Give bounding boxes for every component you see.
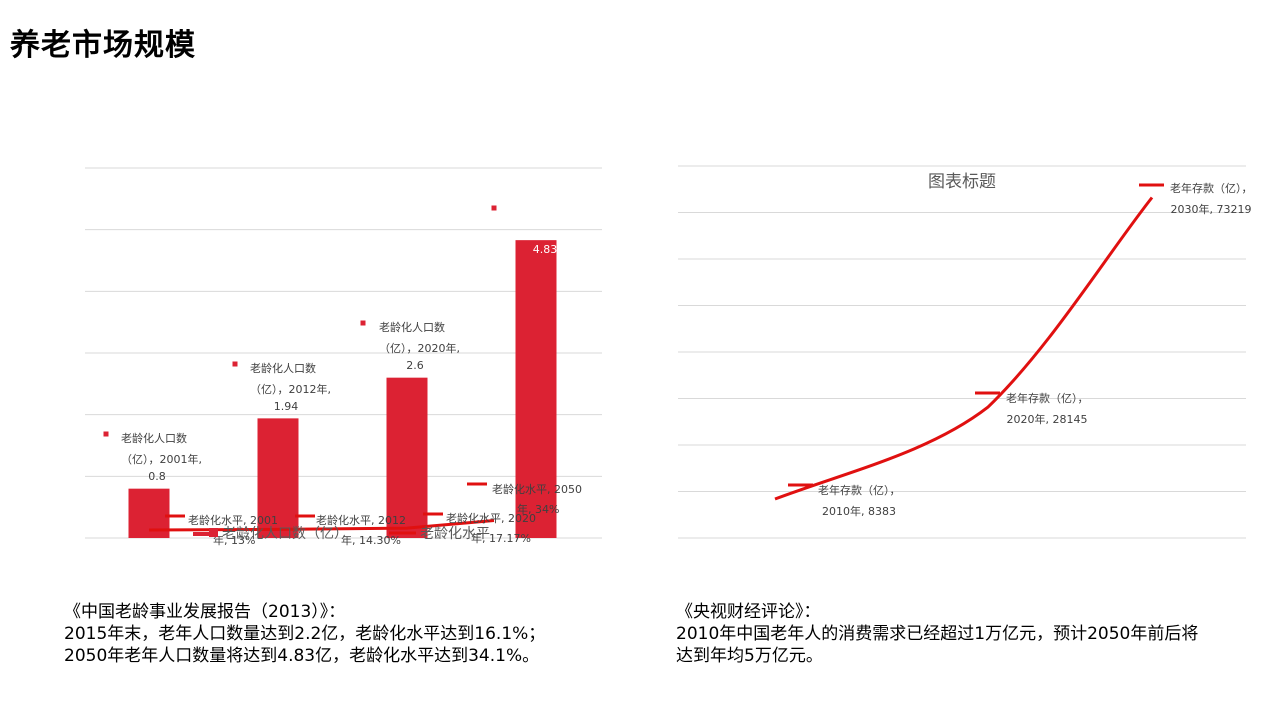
line-data-label: 老龄化水平, 2012	[316, 513, 406, 527]
right-caption-line: 2010年中国老年人的消费需求已经超过1万亿元，预计2050年前后将	[676, 624, 1199, 644]
data-label-marker	[103, 431, 109, 437]
left-caption-line: 《中国老龄事业发展报告（2013）》：	[64, 602, 346, 622]
line-data-label: 年, 34%	[517, 502, 559, 516]
right-caption-line: 达到年均5万亿元。	[676, 646, 823, 666]
right-caption-line: 《央视财经评论》：	[676, 602, 821, 622]
line-data-label: 年, 17.17%	[471, 531, 531, 545]
point-data-label: 老年存款（亿），	[818, 483, 901, 497]
left-caption-line: 2015年末，老年人口数量达到2.2亿，老龄化水平达到16.1%；	[64, 624, 546, 644]
bar	[257, 418, 299, 538]
legend-label: 老龄化水平	[420, 526, 490, 542]
point-data-label: 老年存款（亿），	[1006, 391, 1089, 405]
left-caption-line: 2050年老年人口数量将达到4.83亿，老龄化水平达到34.1%。	[64, 646, 540, 666]
bar-data-label: 老龄化人口数	[379, 320, 445, 334]
bar-data-label: 2.6	[406, 359, 424, 372]
line-data-label: 年, 13%	[213, 533, 255, 547]
bar-data-label: 0.8	[148, 470, 166, 483]
point-data-label: 2010年, 8383	[822, 504, 896, 518]
bar-data-label: 老龄化人口数	[250, 361, 316, 375]
left-bar-line-chart: 老龄化人口数 （亿），2001年, 0.8 老龄化人口数 （亿），2012年, 1.94 老…	[85, 167, 602, 547]
bar-data-label: 老龄化人口数	[121, 431, 187, 445]
point-data-label: 2020年, 28145	[1007, 412, 1088, 426]
point-data-label: 2030年, 73219	[1171, 202, 1252, 216]
chart-title: 图表标题	[928, 172, 996, 192]
right-caption: 《央视财经评论》： 2010年中国老年人的消费需求已经超过1万亿元，预计2050…	[676, 601, 1198, 667]
bar-data-label: 1.94	[274, 400, 299, 413]
data-label-marker	[491, 205, 497, 211]
bar-data-label: 4.83	[533, 243, 558, 256]
line-data-label: 年, 14.30%	[341, 533, 401, 547]
data-label-marker	[232, 361, 238, 367]
left-caption: 《中国老龄事业发展报告（2013）》： 2015年末，老年人口数量达到2.2亿，…	[64, 601, 545, 667]
bar-data-label: （亿），2012年,	[250, 382, 331, 396]
series-line	[774, 196, 1154, 501]
legend-swatch	[209, 528, 218, 537]
data-label-marker	[360, 320, 366, 326]
line-data-label: 老龄化水平, 2020	[446, 511, 536, 525]
line-data-label: 老龄化水平, 2050	[492, 482, 582, 496]
point-data-label: 老年存款（亿），	[1170, 181, 1253, 195]
slide-title: 养老市场规模	[10, 28, 196, 63]
bar	[386, 377, 428, 538]
bar	[515, 240, 557, 538]
line-data-label: 老龄化水平, 2001	[188, 513, 278, 527]
bar-data-label: （亿），2020年,	[379, 341, 460, 355]
bar-data-label: （亿），2001年,	[121, 452, 202, 466]
legend-label: 老龄化人口数（亿）	[222, 526, 348, 542]
